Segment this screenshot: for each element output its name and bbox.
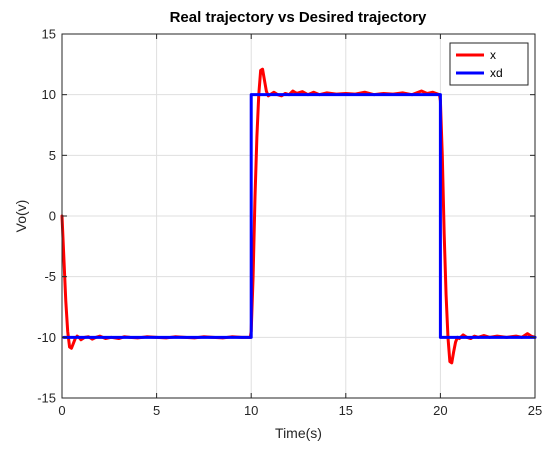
x-axis-label: Time(s)	[275, 425, 322, 441]
legend: x xd	[449, 42, 529, 86]
y-tick-label: -10	[37, 330, 56, 345]
x-tick-label: 0	[58, 403, 65, 418]
y-tick-label: -15	[37, 391, 56, 406]
x-tick-label: 5	[153, 403, 160, 418]
x-tick-label: 25	[528, 403, 542, 418]
x-tick-label: 15	[339, 403, 353, 418]
series-layer	[60, 67, 537, 365]
legend-label-x: x	[490, 48, 496, 62]
x-tick-label: 20	[433, 403, 447, 418]
y-tick-label: 10	[42, 87, 56, 102]
y-tick-label: 0	[49, 209, 56, 224]
legend-label-xd: xd	[490, 66, 503, 80]
y-tick-label: 5	[49, 148, 56, 163]
series-line-xd	[62, 93, 537, 339]
chart-title: Real trajectory vs Desired trajectory	[170, 9, 427, 26]
x-tick-label: 10	[244, 403, 258, 418]
y-tick-label: -5	[44, 269, 56, 284]
ticks: 0 5 10 15 20 25 -15 -10 -5 0 5 10 15	[37, 27, 542, 419]
legend-box	[449, 42, 529, 86]
y-axis-label: Vo(v)	[13, 200, 29, 233]
y-tick-label: 15	[42, 27, 56, 42]
